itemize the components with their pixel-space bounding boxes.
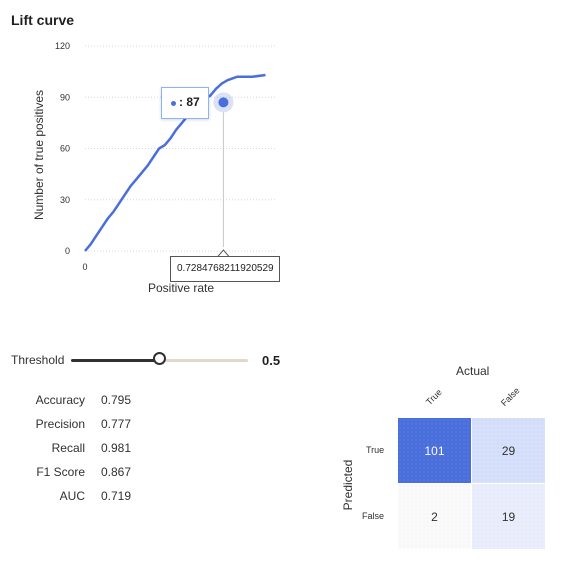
metric-value-auc: 0.719 [101,489,132,503]
y-tooltip-value: : 87 [179,95,200,109]
matrix-cell-false-true[interactable]: 2 [398,484,471,549]
y-tick-label: 120 [55,41,70,51]
y-tick-label: 0 [65,246,70,256]
threshold-slider[interactable] [71,352,248,367]
threshold-value: 0.5 [262,353,281,368]
metric-value-precision: 0.777 [101,417,132,431]
matrix-cell-true-false[interactable]: 29 [472,418,545,483]
col-label-false: False [498,385,522,408]
metric-label-precision: Precision [35,417,85,431]
metric-value-accuracy: 0.795 [101,393,132,407]
lift-curve-chart[interactable]: 0 30 60 90 120 0 [0,0,561,310]
x-axis-label: Positive rate [148,281,215,295]
y-tick-labels: 0 30 60 90 120 [55,41,70,256]
threshold-label: Threshold [11,353,65,367]
y-value-tooltip: : 87 [161,87,209,119]
y-axis-label: Number of true positives [32,89,46,221]
lift-curve-line [84,73,266,252]
lift-curve-title: Lift curve [11,12,75,28]
y-tick-label: 30 [60,195,70,205]
metric-label-auc: AUC [59,489,85,503]
x-tick-labels: 0 [82,262,87,272]
row-label-true: True [366,445,385,455]
matrix-cell-true-true[interactable]: 101 [398,418,471,483]
predicted-axis-label: Predicted [341,459,355,511]
x-tooltip-caret [217,249,230,258]
metric-label-recall: Recall [51,441,85,455]
actual-axis-label: Actual [456,364,490,378]
metric-label-f1: F1 Score [36,465,85,479]
x-tick-label: 0 [82,262,87,272]
metric-value-recall: 0.981 [101,441,132,455]
slider-track-rest [158,359,248,362]
x-tooltip-value: 0.7284768211920529 [177,263,274,274]
row-label-false: False [362,511,385,521]
slider-thumb[interactable] [152,352,166,365]
matrix-cell-false-false[interactable]: 19 [472,484,545,549]
hover-point [218,97,229,108]
metric-value-f1: 0.867 [101,465,132,479]
col-label-true: True [423,387,444,407]
metric-label-accuracy: Accuracy [35,393,85,407]
slider-track-filled [71,359,159,362]
y-tick-label: 60 [60,144,70,154]
series-dot-icon [171,101,176,106]
x-value-tooltip: 0.7284768211920529 [170,256,280,282]
y-tick-label: 90 [60,92,70,102]
